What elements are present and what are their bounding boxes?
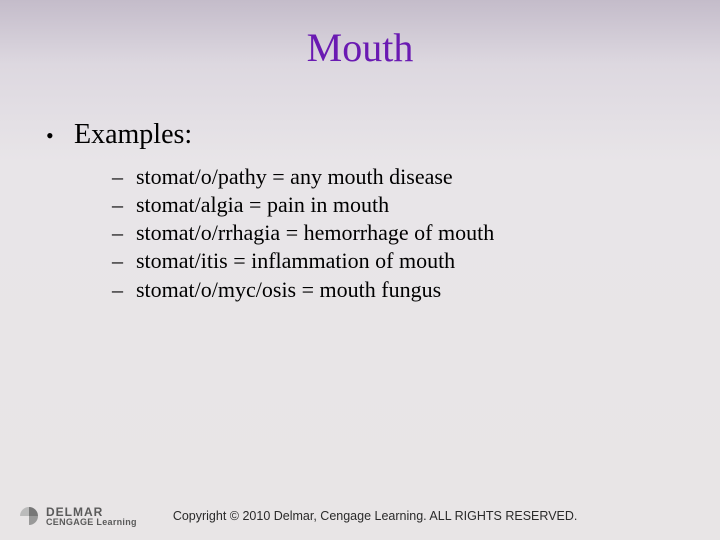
logo-text: DELMAR CENGAGE Learning [46, 506, 137, 527]
publisher-logo: DELMAR CENGAGE Learning [0, 505, 137, 527]
list-item: – stomat/o/pathy = any mouth disease [112, 163, 720, 191]
term: stomat/o/myc/osis [136, 277, 296, 302]
dash-icon: – [112, 276, 136, 304]
list-item: – stomat/o/myc/osis = mouth fungus [112, 276, 720, 304]
examples-heading-row: • Examples: [46, 119, 720, 153]
dash-icon: – [112, 219, 136, 247]
term: stomat/algia [136, 192, 244, 217]
list-item-text: stomat/o/rrhagia = hemorrhage of mouth [136, 219, 494, 247]
definition: = pain in mouth [244, 192, 390, 217]
definition: = any mouth disease [267, 164, 453, 189]
dash-icon: – [112, 247, 136, 275]
term: stomat/o/pathy [136, 164, 267, 189]
list-item-text: stomat/o/pathy = any mouth disease [136, 163, 453, 191]
list-item: – stomat/itis = inflammation of mouth [112, 247, 720, 275]
examples-list: – stomat/o/pathy = any mouth disease – s… [46, 153, 720, 304]
list-item-text: stomat/itis = inflammation of mouth [136, 247, 455, 275]
dash-icon: – [112, 191, 136, 219]
logo-line1: DELMAR [46, 506, 137, 518]
footer: DELMAR CENGAGE Learning Copyright © 2010… [0, 492, 720, 540]
list-item-text: stomat/o/myc/osis = mouth fungus [136, 276, 441, 304]
definition: = hemorrhage of mouth [280, 220, 494, 245]
definition: = inflammation of mouth [228, 248, 456, 273]
definition: = mouth fungus [296, 277, 441, 302]
slide-title: Mouth [0, 0, 720, 71]
term: stomat/itis [136, 248, 228, 273]
term: stomat/o/rrhagia [136, 220, 280, 245]
content-area: • Examples: – stomat/o/pathy = any mouth… [0, 71, 720, 304]
list-item: – stomat/algia = pain in mouth [112, 191, 720, 219]
logo-icon [18, 505, 40, 527]
copyright-text: Copyright © 2010 Delmar, Cengage Learnin… [137, 509, 578, 523]
list-item: – stomat/o/rrhagia = hemorrhage of mouth [112, 219, 720, 247]
logo-line2: CENGAGE Learning [46, 518, 137, 527]
dash-icon: – [112, 163, 136, 191]
list-item-text: stomat/algia = pain in mouth [136, 191, 389, 219]
examples-heading: Examples: [74, 119, 192, 151]
bullet-dot: • [46, 119, 74, 153]
